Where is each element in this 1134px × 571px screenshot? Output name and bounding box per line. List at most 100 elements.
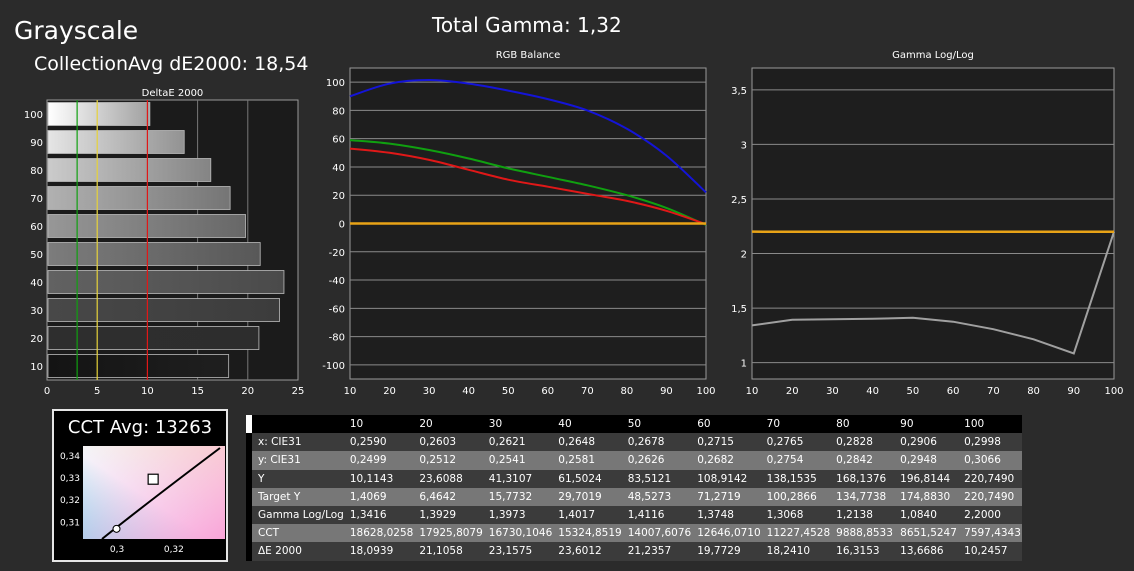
- row-label: y: CIE31: [258, 454, 301, 467]
- column-header: 70: [766, 418, 781, 431]
- table-cell: 61,5024: [558, 472, 602, 485]
- table-cell: 138,1535: [766, 472, 817, 485]
- y-tick-label: 0,33: [60, 474, 80, 484]
- table-cell: 1,3068: [766, 509, 804, 522]
- table-cell: 71,2719: [697, 490, 741, 503]
- table-cell: 41,3107: [488, 472, 533, 485]
- deltae-bar-chart: DeltaE 2000 0 5 10 15 20 25 100 90 80 70 60 50 40 30 20…: [24, 88, 304, 397]
- row-marker: [246, 433, 252, 452]
- row-label: ΔE 2000: [258, 545, 302, 558]
- table-cell: 0,2590: [349, 436, 387, 449]
- y-tick-label: -20: [329, 248, 345, 259]
- bar: [47, 102, 151, 126]
- planckian-locus: [101, 447, 221, 540]
- y-tick-label: -40: [329, 276, 345, 287]
- y-tick-label: -100: [322, 361, 345, 372]
- header-corner: [252, 415, 344, 433]
- y-tick-label: 0,34: [60, 452, 80, 462]
- y-tick-label: 80: [30, 166, 43, 177]
- column-header: 60: [697, 418, 711, 431]
- chart-title: RGB Balance: [496, 50, 561, 61]
- series-line-blue: [349, 78, 707, 194]
- table-cell: 134,7738: [836, 490, 887, 503]
- table-cell: 174,8830: [900, 490, 951, 503]
- table-cell: 11227,4528: [766, 527, 831, 540]
- table-cell: 0,2603: [419, 436, 457, 449]
- bar: [47, 326, 260, 350]
- table-cell: 23,1575: [488, 545, 533, 558]
- table-cell: 0,2626: [627, 454, 665, 467]
- table-cell: 1,4069: [349, 490, 387, 503]
- table-row: Gamma Log/Log 1,3416 1,3929 1,3973 1,4017 1,4…: [246, 505, 1023, 525]
- table-cell: 2,2000: [964, 509, 1001, 522]
- table-cell: 0,2682: [697, 454, 734, 467]
- y-tick-label: 60: [332, 135, 345, 146]
- chart-title: Gamma Log/Log: [892, 50, 974, 61]
- table-cell: 18628,0258: [349, 527, 414, 540]
- table-cell: 21,2357: [627, 545, 672, 558]
- y-tick-label: 3: [741, 140, 747, 151]
- y-tick-label: 10: [30, 362, 43, 373]
- table-cell: 8651,5247: [900, 527, 957, 540]
- x-tick-label: 70: [987, 386, 1000, 397]
- series-line-red: [349, 147, 707, 226]
- row-label: Gamma Log/Log: [258, 509, 344, 522]
- y-tick-label: -80: [329, 333, 345, 344]
- x-tick-label: 60: [541, 386, 554, 397]
- table-cell: 48,5273: [627, 490, 672, 503]
- table-cell: 0,2541: [488, 454, 526, 467]
- table-cell: 13,6686: [900, 545, 944, 558]
- table-row: Y 10,1143 23,6088 41,3107 61,5024 83,5121 108,…: [246, 469, 1023, 488]
- y-tick-label: 30: [30, 306, 43, 317]
- table-row: Target Y 1,4069 6,4642 15,7732 29,7019 48,527…: [246, 487, 1023, 506]
- x-tick-label: 80: [621, 386, 634, 397]
- table-cell: 0,2678: [627, 436, 665, 449]
- table-cell: 12646,0710: [697, 527, 761, 540]
- total-gamma: Total Gamma: 1,32: [432, 13, 622, 37]
- table-cell: 1,2138: [836, 509, 873, 522]
- y-tick-label: 3,5: [731, 86, 747, 97]
- table-cell: 0,2828: [836, 436, 873, 449]
- row-label: Y: [258, 472, 265, 485]
- bar: [47, 158, 212, 182]
- x-tick-label: 60: [947, 386, 960, 397]
- table-row: y: CIE31 0,2499 0,2512 0,2541 0,2581 0,2626 0,…: [246, 451, 1023, 470]
- y-tick-label: 100: [24, 110, 43, 121]
- table-cell: 0,2715: [697, 436, 734, 449]
- table-cell: 16730,1046: [488, 527, 553, 540]
- bar: [47, 270, 285, 294]
- row-label: x: CIE31: [258, 436, 302, 449]
- table-cell: 0,2621: [488, 436, 526, 449]
- x-tick-label: 100: [696, 386, 715, 397]
- table-cell: 0,2754: [766, 454, 804, 467]
- table-cell: 196,8144: [900, 472, 951, 485]
- table-cell: 1,3929: [419, 509, 457, 522]
- y-tick-label: 2,5: [731, 195, 747, 206]
- table-cell: 18,2410: [766, 545, 811, 558]
- x-tick-label: 90: [660, 386, 673, 397]
- table-cell: 0,2842: [836, 454, 873, 467]
- table-cell: 83,5121: [627, 472, 672, 485]
- y-tick-label: 80: [332, 106, 345, 117]
- series-line-gray_line: [751, 231, 1115, 355]
- y-tick-label: 20: [30, 334, 43, 345]
- row-marker: [246, 469, 252, 488]
- table-cell: 0,2948: [900, 454, 937, 467]
- row-label: CCT: [258, 527, 280, 540]
- x-tick-label: 70: [581, 386, 594, 397]
- y-tick-label: 1,5: [731, 304, 747, 315]
- plot-area: [751, 67, 1115, 380]
- bar: [47, 186, 231, 210]
- x-tick-label: 50: [907, 386, 920, 397]
- table-cell: 1,3973: [488, 509, 526, 522]
- column-header: 10: [349, 418, 364, 431]
- table-cell: 19,7729: [697, 545, 741, 558]
- y-tick-label: 40: [332, 163, 345, 174]
- table-cell: 17925,8079: [419, 527, 483, 540]
- y-tick-label: 20: [332, 191, 345, 202]
- y-tick-label: 60: [30, 222, 43, 233]
- table-cell: 220,7490: [964, 490, 1015, 503]
- table-cell: 7597,4343: [964, 527, 1021, 540]
- x-tick-label: 80: [1027, 386, 1040, 397]
- cct-chromaticity-chart: 0,34 0,33 0,32 0,31 0,3 0,32: [60, 446, 225, 555]
